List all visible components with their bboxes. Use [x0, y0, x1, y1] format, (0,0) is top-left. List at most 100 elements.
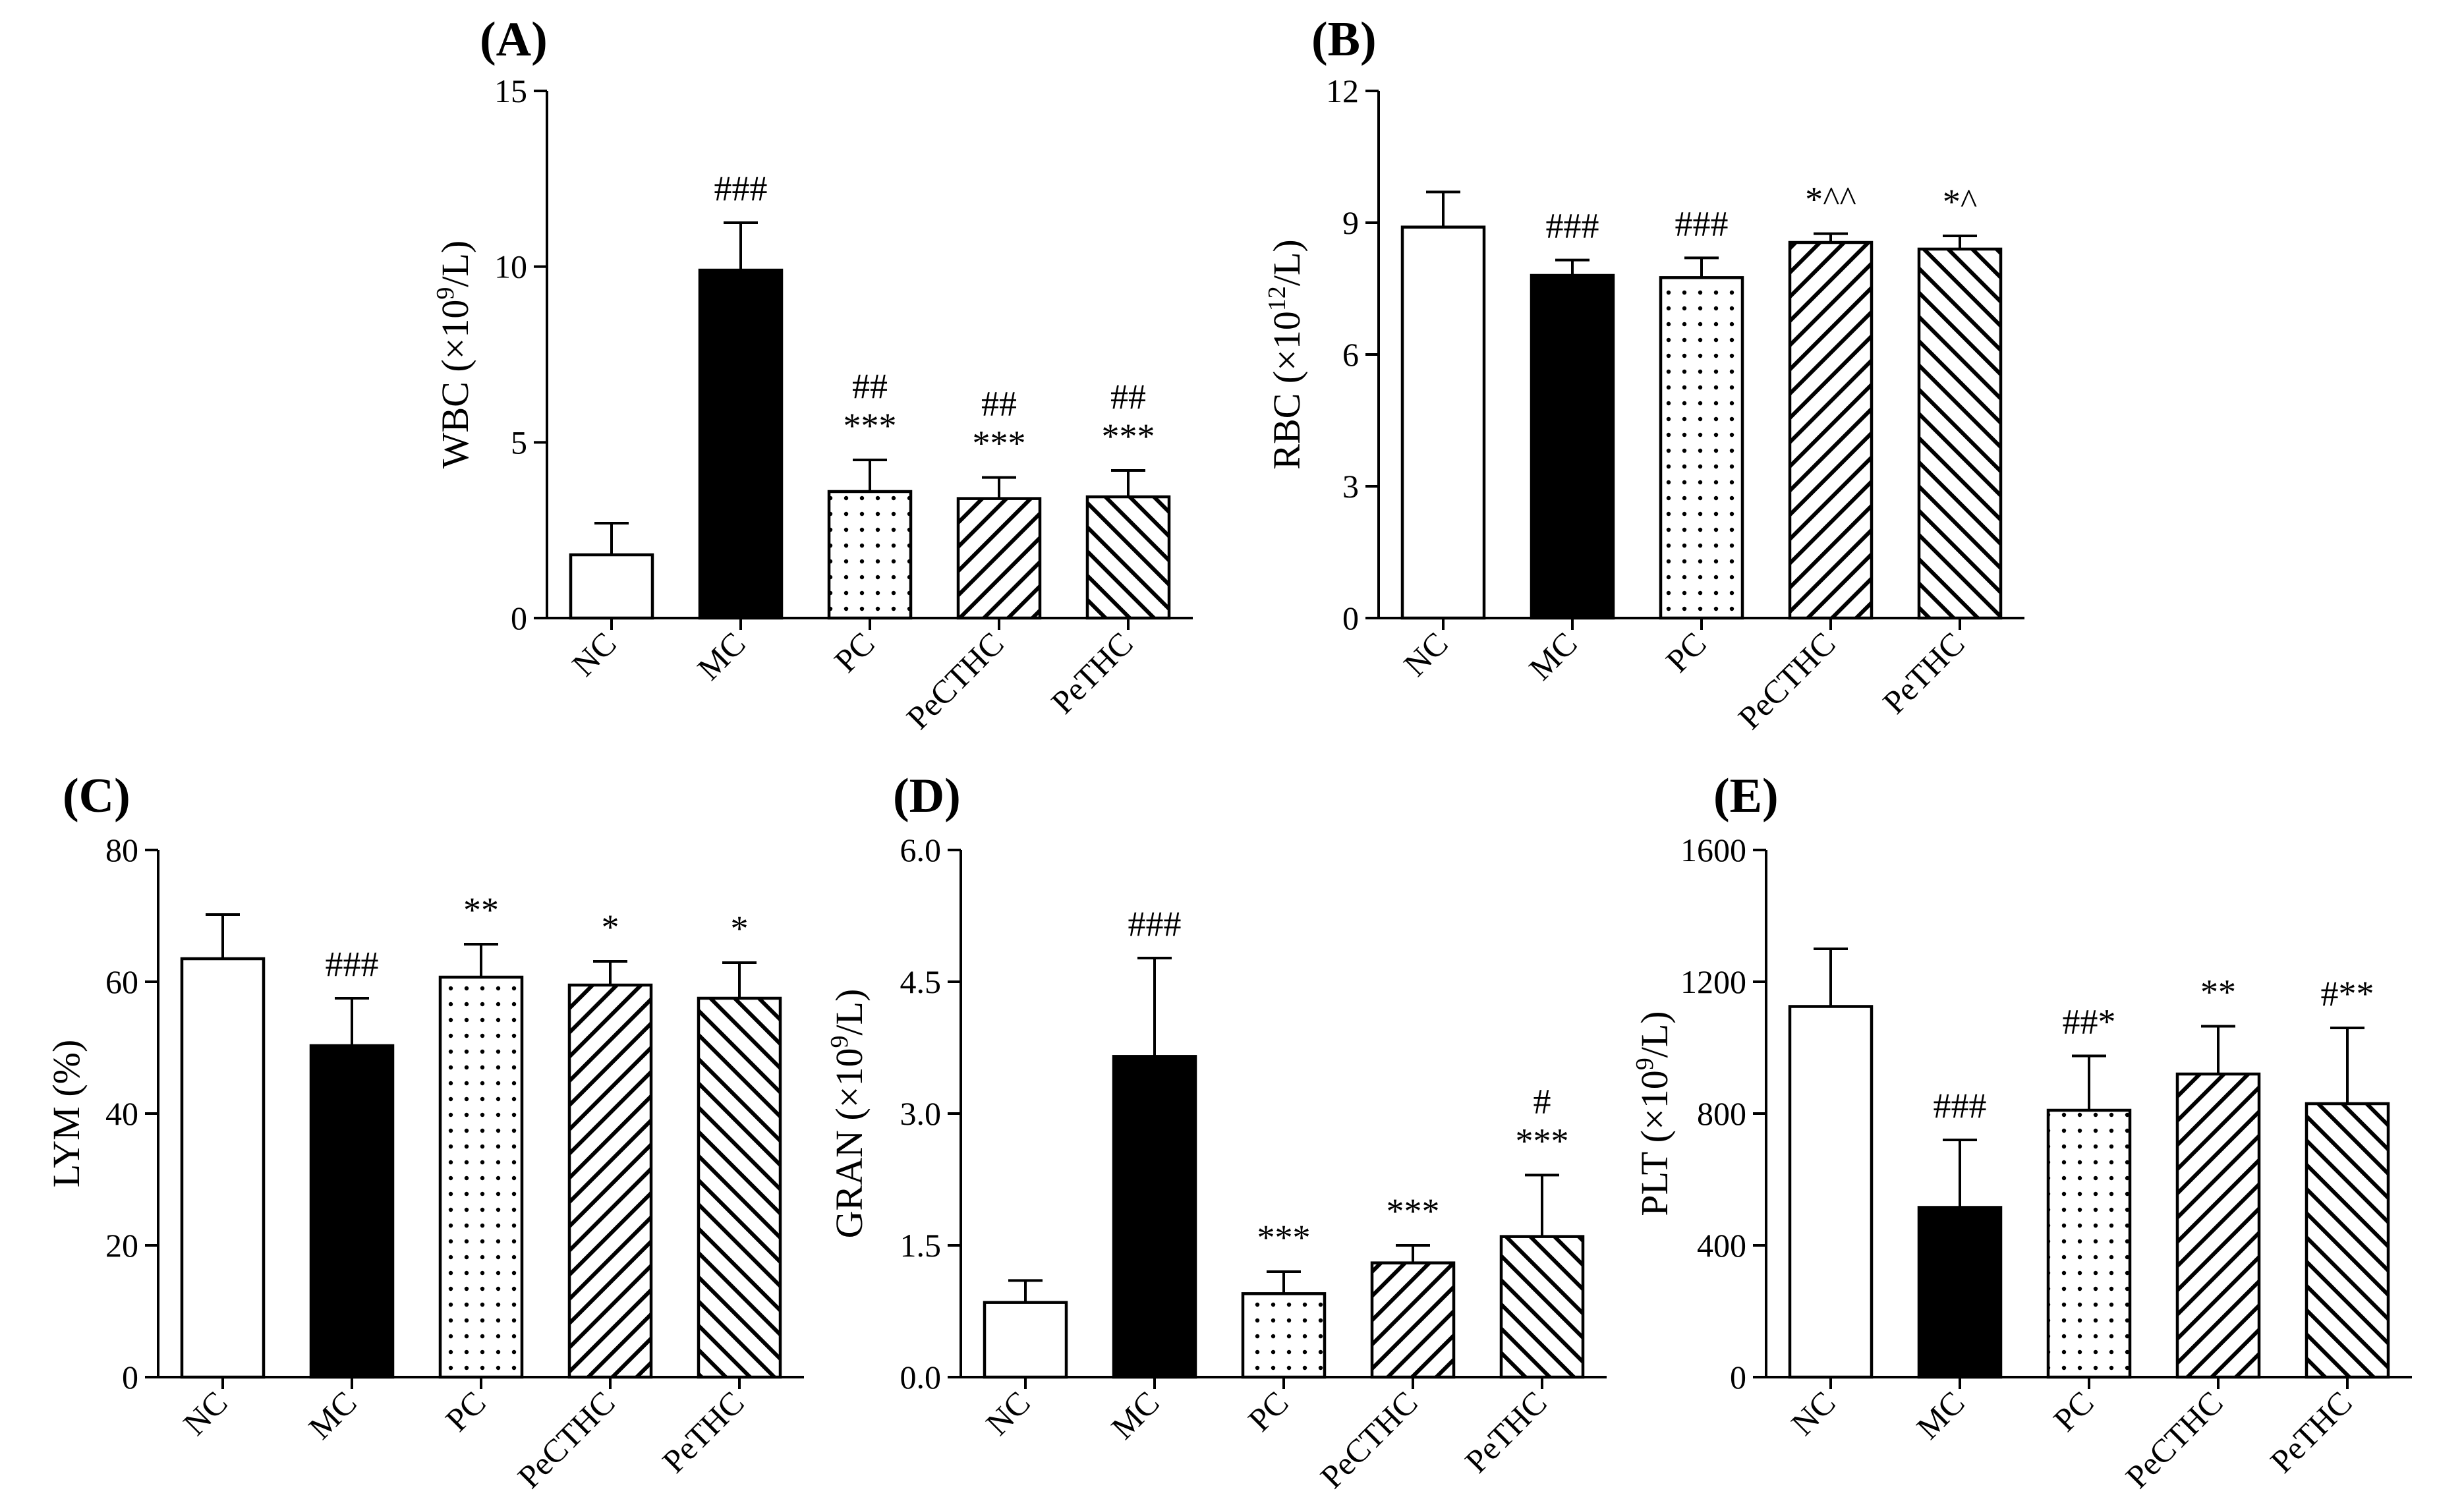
- x-tick-label: PeTHC: [2263, 1384, 2359, 1480]
- y-tick-label: 9: [1342, 204, 1359, 241]
- significance-label: ##: [852, 366, 888, 406]
- x-tick-label: NC: [979, 1384, 1037, 1442]
- bar-nc: [1788, 1005, 1874, 1379]
- bar-pc: [1241, 1292, 1327, 1379]
- y-tick-label: 0: [1342, 600, 1359, 637]
- y-tick-label: 0: [122, 1359, 138, 1396]
- x-tick-label: PeCTHC: [1313, 1384, 1425, 1495]
- panel-label-d: (D): [893, 769, 961, 823]
- bar-pc: [2046, 1108, 2132, 1379]
- y-axis-title-b: RBC (×1012/L): [1263, 239, 1308, 469]
- x-tick-label: NC: [176, 1384, 235, 1442]
- panel-e: (E) 0 400 800 1200 1600 PLT (×109/L) NC MC ### PC #…: [1631, 769, 2412, 1495]
- bar-pethc: [2305, 1102, 2390, 1379]
- significance-label: ***: [1387, 1191, 1440, 1231]
- significance-label: ###: [326, 944, 379, 984]
- x-tick-label: PeTHC: [1044, 625, 1140, 721]
- significance-label: *: [731, 909, 749, 948]
- significance-label: ##: [1110, 377, 1146, 416]
- x-tick-label: NC: [1396, 625, 1455, 683]
- y-tick-label: 1600: [1680, 832, 1746, 868]
- y-tick-label: 10: [494, 248, 527, 285]
- y-axis-title-e: PLT (×109/L): [1631, 1011, 1676, 1216]
- bar-mc: [1530, 273, 1615, 620]
- x-tick-label: PC: [1241, 1384, 1296, 1438]
- y-tick-label: 60: [105, 963, 138, 1000]
- significance-label: ###: [714, 169, 768, 208]
- bar-pecthc: [1788, 241, 1874, 620]
- y-tick-label: 15: [494, 72, 527, 109]
- x-tick-label: NC: [565, 625, 623, 683]
- bar-pc: [438, 975, 524, 1379]
- y-axis-title-c: LYM (%): [45, 1040, 88, 1188]
- y-tick-label: 80: [105, 832, 138, 868]
- significance-label: **: [2200, 973, 2236, 1012]
- bar-mc: [698, 268, 784, 620]
- bar-nc: [983, 1301, 1068, 1379]
- significance-label: ###: [1934, 1086, 1987, 1125]
- significance-label: ###: [1128, 904, 1182, 944]
- significance-label: ***: [973, 424, 1026, 463]
- y-tick-label: 20: [105, 1227, 138, 1264]
- bar-pecthc: [2175, 1072, 2261, 1379]
- bar-nc: [180, 957, 266, 1379]
- panel-label-b: (B): [1311, 13, 1377, 67]
- significance-label: #: [1533, 1081, 1551, 1121]
- significance-label: *^^: [1805, 180, 1856, 219]
- x-tick-label: MC: [301, 1384, 364, 1446]
- bar-nc: [569, 553, 654, 620]
- significance-label: **: [463, 890, 499, 930]
- y-tick-label: 6.0: [900, 832, 942, 868]
- bar-pethc: [1499, 1235, 1585, 1379]
- x-tick-label: PC: [1659, 625, 1713, 679]
- significance-label: ***: [844, 406, 897, 445]
- x-tick-label: PeTHC: [1876, 625, 1972, 721]
- panel-label-c: (C): [63, 769, 130, 823]
- significance-label: ##*: [2063, 1002, 2116, 1042]
- x-tick-label: PeCTHC: [2119, 1384, 2230, 1495]
- y-tick-label: 400: [1697, 1227, 1746, 1264]
- x-tick-label: PC: [438, 1384, 493, 1438]
- y-tick-label: 1.5: [900, 1227, 942, 1264]
- panel-d: (D) 0.0 1.5 3.0 4.5 6.0 GRAN (×109/L) NC MC ### PC…: [826, 769, 1607, 1495]
- bar-pethc: [1085, 495, 1171, 620]
- x-tick-label: MC: [690, 625, 753, 687]
- y-axis-title-d: GRAN (×109/L): [826, 989, 871, 1239]
- bar-pethc: [697, 996, 782, 1379]
- bar-pecthc: [1370, 1261, 1456, 1379]
- panel-c: (C) 0 20 40 60 80 LYM (%) NC MC ### PC ** PeCTHC * PeT…: [45, 769, 804, 1495]
- panel-label-e: (E): [1713, 769, 1779, 823]
- y-tick-label: 3.0: [900, 1095, 942, 1132]
- x-tick-label: MC: [1104, 1384, 1166, 1446]
- significance-label: ###: [1546, 206, 1599, 246]
- bar-pecthc: [567, 983, 653, 1379]
- y-tick-label: 0.0: [900, 1359, 942, 1396]
- panel-b: (B) 0 3 6 9 12 RBC (×1012/L) NC MC ### PC ### PeCTHC…: [1263, 13, 2024, 736]
- y-tick-label: 800: [1697, 1095, 1746, 1132]
- y-tick-label: 1200: [1680, 963, 1746, 1000]
- significance-label: ***: [1516, 1121, 1569, 1160]
- significance-label: #**: [2321, 974, 2374, 1013]
- x-tick-label: PeCTHC: [1731, 625, 1843, 736]
- panel-label-a: (A): [480, 13, 548, 67]
- bar-mc: [1917, 1206, 2003, 1379]
- y-tick-label: 6: [1342, 336, 1359, 373]
- x-tick-label: NC: [1784, 1384, 1843, 1442]
- y-tick-label: 0: [511, 600, 527, 637]
- y-axis-title-a: WBC (×109/L): [432, 241, 476, 469]
- x-tick-label: MC: [1909, 1384, 1972, 1446]
- y-tick-label: 40: [105, 1095, 138, 1132]
- x-tick-label: MC: [1522, 625, 1584, 687]
- x-tick-label: PC: [827, 625, 882, 679]
- x-tick-label: PeCTHC: [900, 625, 1011, 736]
- significance-label: ##: [981, 384, 1017, 424]
- significance-label: *: [602, 907, 619, 947]
- bar-pc: [827, 490, 913, 620]
- bar-pethc: [1917, 247, 2003, 620]
- significance-label: *^: [1943, 182, 1977, 221]
- bar-nc: [1400, 225, 1486, 620]
- significance-label: ***: [1257, 1218, 1311, 1257]
